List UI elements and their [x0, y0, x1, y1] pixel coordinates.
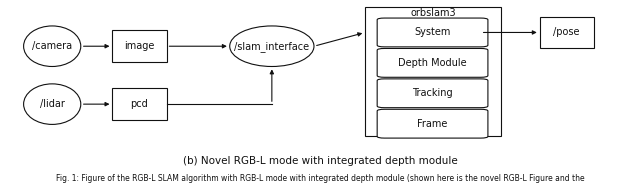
Text: /slam_interface: /slam_interface — [234, 41, 309, 52]
FancyBboxPatch shape — [377, 48, 488, 77]
Text: Fig. 1: Figure of the RGB-L SLAM algorithm with RGB-L mode with integrated depth: Fig. 1: Figure of the RGB-L SLAM algorit… — [56, 174, 584, 183]
Text: Frame: Frame — [417, 119, 448, 129]
Text: pcd: pcd — [131, 99, 148, 109]
Bar — [365, 7, 500, 136]
Text: image: image — [124, 41, 155, 51]
Ellipse shape — [24, 84, 81, 125]
Text: /lidar: /lidar — [40, 99, 65, 109]
Text: (b) Novel RGB-L mode with integrated depth module: (b) Novel RGB-L mode with integrated dep… — [182, 156, 458, 166]
Bar — [540, 16, 594, 48]
Bar — [113, 88, 166, 120]
FancyBboxPatch shape — [377, 79, 488, 108]
Text: orbslam3: orbslam3 — [410, 8, 456, 18]
Text: Depth Module: Depth Module — [398, 58, 467, 68]
Bar — [113, 30, 166, 62]
Text: /camera: /camera — [32, 41, 72, 51]
Text: /pose: /pose — [554, 27, 580, 37]
Text: Tracking: Tracking — [412, 88, 453, 98]
Ellipse shape — [24, 26, 81, 66]
Ellipse shape — [230, 26, 314, 66]
Text: System: System — [414, 27, 451, 37]
FancyBboxPatch shape — [377, 109, 488, 138]
FancyBboxPatch shape — [377, 18, 488, 47]
